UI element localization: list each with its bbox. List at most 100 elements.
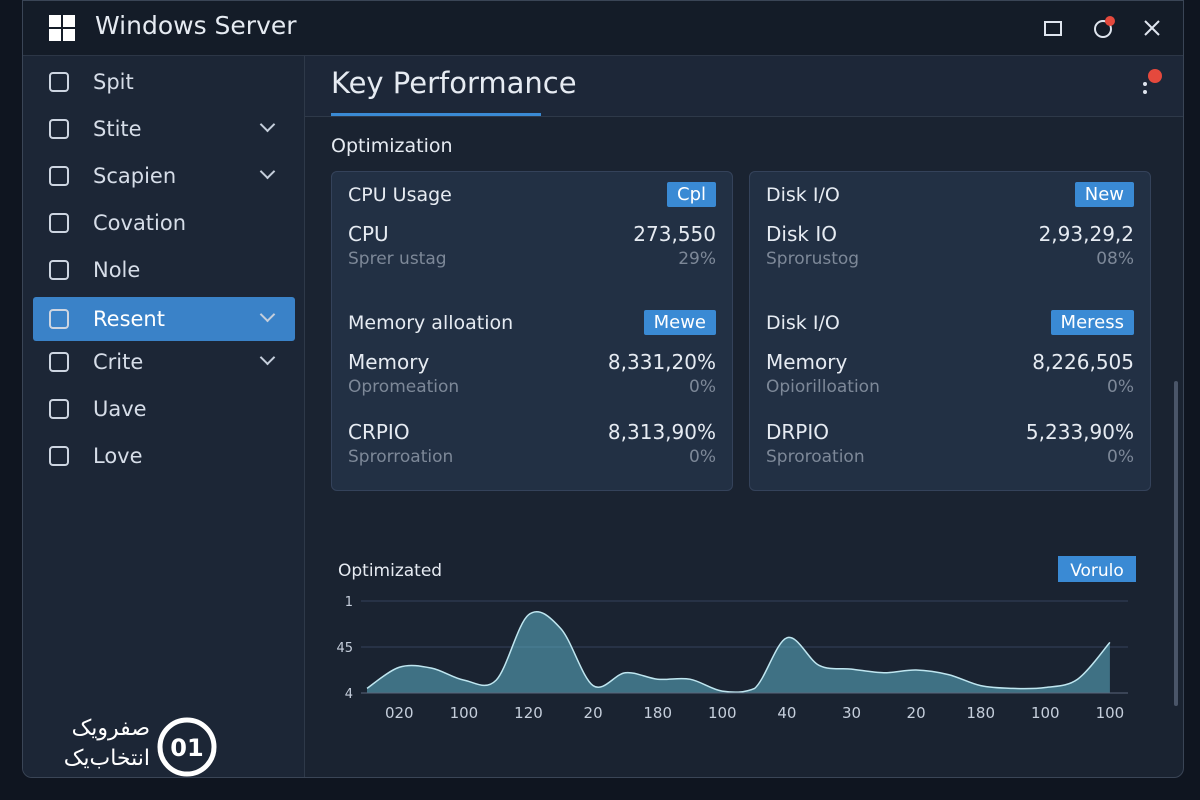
y-tick-label: 45 [336, 641, 353, 656]
nav-label: Resent [93, 307, 165, 331]
metric-label: DRPIO [766, 420, 829, 444]
metric-value: 8,226,505 [1032, 350, 1134, 374]
area [367, 611, 1110, 693]
metric-value: 273,550 [633, 222, 716, 246]
nav-label: Crite [93, 350, 144, 374]
chart-button-label[interactable]: Vorulo [1070, 561, 1124, 581]
nav-label: Spit [93, 70, 134, 94]
watermark-line: صفرویک [71, 716, 150, 741]
nav-item[interactable]: Spit [33, 60, 295, 104]
x-tick-label: 100 [1031, 704, 1060, 722]
chevron[interactable] [259, 116, 276, 133]
group-title: Disk I/O [766, 184, 840, 206]
nav-icon [49, 213, 69, 233]
windows-logo [49, 15, 75, 41]
nav-label: Uave [93, 397, 147, 421]
metric-sub: Opromeation [348, 377, 460, 397]
metric-card: CPU Usage Cpl CPU 273,550 Sprer ustag 29% Memo… [331, 171, 733, 491]
x-tick-label: 020 [385, 704, 414, 722]
section-title: Optimization [331, 135, 453, 157]
metric-label: Disk IO [766, 222, 837, 246]
nav-item[interactable]: Scapien [33, 154, 295, 198]
x-tick-label: 30 [842, 704, 861, 722]
y-tick-label: 1 [345, 595, 353, 610]
x-tick-label: 180 [643, 704, 672, 722]
metric-value: 2,93,29,2 [1038, 222, 1134, 246]
x-tick-label: 180 [966, 704, 995, 722]
nav-item[interactable]: Crite [33, 340, 295, 384]
nav-item[interactable]: Stite [33, 107, 295, 151]
sidebar: Spit Stite Scapien Covation Nole Resent Crite U… [23, 56, 305, 777]
metric-label: CPU [348, 222, 389, 246]
metric-value: 5,233,90% [1025, 420, 1134, 444]
metric-sub: Sprorustog [766, 249, 860, 269]
title-bar: Windows Server [23, 1, 1183, 56]
group-title: CPU Usage [348, 184, 452, 206]
nav-icon [49, 446, 69, 466]
nav-item[interactable]: Uave [33, 387, 295, 431]
badge[interactable]: Cpl [667, 182, 716, 207]
watermark: 01 صفرویک انتخاب‌یک [30, 712, 220, 782]
watermark-line: انتخاب‌یک [63, 746, 150, 771]
chart-button[interactable] [1058, 556, 1136, 582]
nav-icon [49, 352, 69, 372]
nav-label: Nole [93, 258, 141, 282]
metric-card: Disk I/O New Disk IO 2,93,29,2 Sprorustog 08%… [749, 171, 1151, 491]
nav-icon [49, 309, 69, 329]
badge[interactable]: Mewe [643, 310, 716, 335]
window-controls[interactable] [1033, 13, 1173, 43]
x-tick-label: 100 [450, 704, 479, 722]
x-tick-label: 120 [514, 704, 543, 722]
x-tick-label: 100 [708, 704, 737, 722]
chevron[interactable] [259, 349, 276, 366]
line [366, 610, 1111, 693]
metric-sub: Sproroation [766, 447, 865, 467]
x-tick-label: 20 [907, 704, 926, 722]
nav-icon [49, 166, 69, 186]
nav-item[interactable]: Resent [33, 297, 295, 341]
metric-pct: 0% [689, 377, 716, 397]
nav-label: Stite [93, 117, 142, 141]
x-tick-label: 100 [1096, 704, 1125, 722]
chevron[interactable] [259, 163, 276, 180]
page-title: Key Performance [331, 66, 577, 100]
metric-value: 8,313,90% [607, 420, 716, 444]
metric-pct: 0% [1107, 377, 1134, 397]
window-title: Windows Server [95, 11, 297, 40]
metric-value: 8,331,20% [607, 350, 716, 374]
badge[interactable]: Meress [1050, 310, 1134, 335]
nav-label: Scapien [93, 164, 177, 188]
nav-icon [49, 119, 69, 139]
window: Windows Server Spit Stite Scapien Covation N… [22, 0, 1184, 778]
x-tick-label: 20 [584, 704, 603, 722]
metric-pct: 29% [678, 249, 716, 269]
nav-icon [49, 72, 69, 92]
nav-label: Love [93, 444, 143, 468]
metric-label: CRPIO [348, 420, 410, 444]
watermark-logo: 01 [157, 717, 217, 777]
metric-pct: 0% [689, 447, 716, 467]
nav-item[interactable]: Love [33, 434, 295, 478]
badge[interactable]: New [1074, 182, 1134, 207]
nav-item[interactable]: Covation [33, 201, 295, 245]
scrollbar[interactable] [1174, 381, 1178, 706]
metric-pct: 0% [1107, 447, 1134, 467]
nav-icon [49, 399, 69, 419]
nav-label: Covation [93, 211, 187, 235]
metric-label: Memory [766, 350, 848, 374]
x-tick-label: 40 [777, 704, 796, 722]
metric-sub: Opiorilloation [766, 377, 880, 397]
title-underline [331, 113, 541, 116]
group-title: Disk I/O [766, 312, 840, 334]
metric-sub: Sprorroation [348, 447, 454, 467]
nav-item[interactable]: Nole [33, 248, 295, 292]
menu-button[interactable] [1135, 64, 1171, 100]
chevron[interactable] [259, 306, 276, 323]
svg-text:01: 01 [170, 734, 203, 762]
metric-sub: Sprer ustag [348, 249, 447, 269]
chart-title: Optimizated [338, 561, 442, 581]
y-tick-label: 4 [345, 687, 353, 702]
metric-pct: 08% [1096, 249, 1134, 269]
metric-label: Memory [348, 350, 430, 374]
